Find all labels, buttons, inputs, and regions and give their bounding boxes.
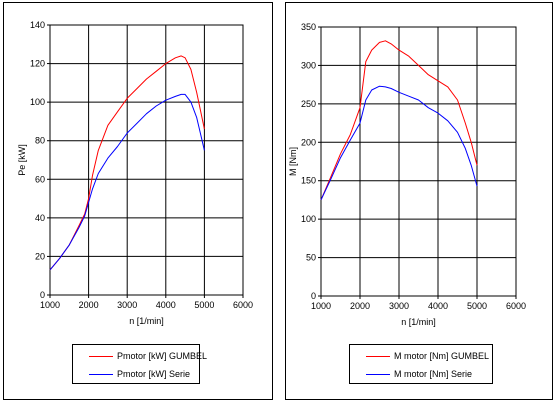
legend-swatch <box>366 355 390 357</box>
torque-chart-panel: 1000 2000 3000 4000 5000 6000 0 50 100 150 200 250 3… <box>285 2 553 400</box>
legend-swatch <box>366 373 390 375</box>
series-line-1 <box>320 40 478 201</box>
x-tick-label: 3000 <box>389 301 409 311</box>
y-tick-label: 60 <box>35 174 45 184</box>
y-tick-label: 150 <box>301 176 316 186</box>
legend-item-series-1: M motor [Nm] GUMBEL <box>350 350 489 362</box>
torque-chart-legend: M motor [Nm] GUMBEL M motor [Nm] Serie <box>349 344 493 384</box>
x-tick-label: 3000 <box>117 300 137 310</box>
y-tick-label: 40 <box>35 213 45 223</box>
y-tick-label: 350 <box>301 22 316 32</box>
y-tick-label: 0 <box>40 290 45 300</box>
x-tick-label: 4000 <box>156 300 176 310</box>
x-tick-label: 6000 <box>506 301 526 311</box>
y-tick-label: 120 <box>30 59 45 69</box>
x-tick-label: 5000 <box>467 301 487 311</box>
x-tick-label: 1000 <box>311 301 331 311</box>
x-tick-label: 2000 <box>350 301 370 311</box>
plot-area <box>320 26 517 297</box>
x-tick-label: 6000 <box>233 300 253 310</box>
plot-area <box>49 24 244 296</box>
legend-label: Pmotor [kW] GUMBEL <box>117 351 208 361</box>
y-tick-label: 100 <box>30 97 45 107</box>
legend-label: M motor [Nm] GUMBEL <box>394 351 490 361</box>
y-axis-label: M [Nm] <box>288 147 298 176</box>
power-chart: 1000 2000 3000 4000 5000 6000 0 20 40 60 80 100 120 1… <box>17 20 253 326</box>
x-axis-label: n [1/min] <box>401 317 436 327</box>
legend-item-series-2: Pmotor [kW] Serie <box>73 368 190 380</box>
y-tick-label: 20 <box>35 251 45 261</box>
legend-item-series-2: M motor [Nm] Serie <box>350 368 472 380</box>
y-tick-label: 200 <box>301 137 316 147</box>
x-tick-label: 5000 <box>194 300 214 310</box>
y-tick-label: 80 <box>35 136 45 146</box>
power-chart-legend: Pmotor [kW] GUMBEL Pmotor [kW] Serie <box>72 344 207 384</box>
series-line-2 <box>320 85 478 201</box>
legend-item-series-1: Pmotor [kW] GUMBEL <box>73 350 207 362</box>
y-tick-label: 250 <box>301 99 316 109</box>
x-axis-label: n [1/min] <box>129 316 164 326</box>
series-line-1 <box>49 55 205 271</box>
x-tick-label: 4000 <box>428 301 448 311</box>
legend-label: Pmotor [kW] Serie <box>117 369 191 379</box>
y-tick-label: 300 <box>301 60 316 70</box>
y-tick-label: 140 <box>30 20 45 30</box>
y-tick-label: 0 <box>311 291 316 301</box>
legend-swatch <box>89 373 113 375</box>
legend-swatch <box>89 355 113 357</box>
series-line-2 <box>49 93 205 271</box>
torque-chart: 1000 2000 3000 4000 5000 6000 0 50 100 150 200 250 3… <box>288 22 526 327</box>
y-tick-label: 50 <box>306 253 316 263</box>
legend-label: M motor [Nm] Serie <box>394 369 473 379</box>
x-tick-label: 1000 <box>40 300 60 310</box>
y-tick-label: 100 <box>301 214 316 224</box>
power-chart-panel: 1000 2000 3000 4000 5000 6000 0 20 40 60 80 100 120 1… <box>3 2 273 400</box>
x-tick-label: 2000 <box>79 300 99 310</box>
y-axis-label: Pe [kW] <box>17 144 27 176</box>
